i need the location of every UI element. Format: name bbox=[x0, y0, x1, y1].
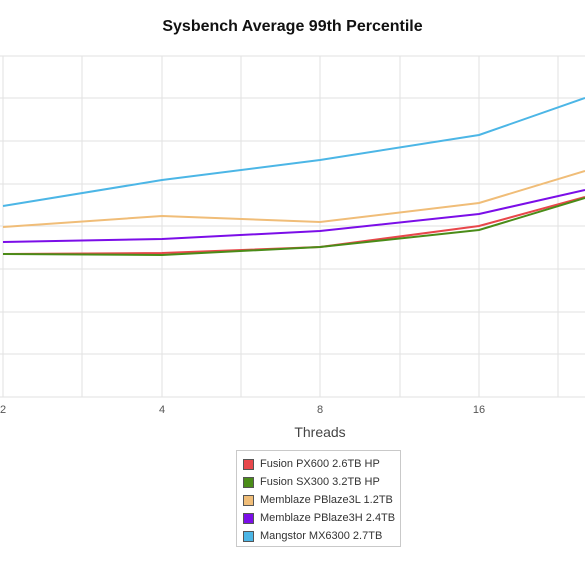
x-tick-label-16: 16 bbox=[473, 404, 485, 416]
x-tick-label-4: 4 bbox=[159, 404, 165, 416]
legend-swatch-3 bbox=[243, 512, 254, 524]
x-axis-label: Threads bbox=[294, 424, 346, 440]
series-line-3 bbox=[2, 189, 585, 243]
legend-swatch-4 bbox=[243, 530, 254, 542]
legend-item-0[interactable]: Fusion PX600 2.6TB HP bbox=[243, 455, 400, 473]
legend-label-3: Memblaze PBlaze3H 2.4TB bbox=[260, 512, 396, 524]
legend-item-1[interactable]: Fusion SX300 3.2TB HP bbox=[243, 473, 400, 491]
legend-label-4: Mangstor MX6300 2.7TB bbox=[260, 530, 383, 542]
legend-swatch-0 bbox=[243, 458, 254, 470]
chart-title: Sysbench Average 99th Percentile bbox=[162, 18, 423, 35]
series-line-4 bbox=[2, 97, 585, 207]
legend-label-1: Fusion SX300 3.2TB HP bbox=[260, 476, 380, 488]
legend-item-2[interactable]: Memblaze PBlaze3L 1.2TB bbox=[243, 491, 400, 509]
legend-label-0: Fusion PX600 2.6TB HP bbox=[260, 458, 380, 470]
x-tick-label-8: 8 bbox=[317, 404, 323, 416]
legend-item-3[interactable]: Memblaze PBlaze3H 2.4TB bbox=[243, 509, 400, 527]
legend-item-4[interactable]: Mangstor MX6300 2.7TB bbox=[243, 527, 400, 545]
legend: Fusion PX600 2.6TB HP Fusion SX300 3.2TB … bbox=[236, 450, 401, 547]
series-line-1 bbox=[2, 197, 585, 256]
series-line-2 bbox=[2, 170, 585, 228]
legend-label-2: Memblaze PBlaze3L 1.2TB bbox=[260, 494, 393, 506]
legend-swatch-1 bbox=[243, 476, 254, 488]
legend-swatch-2 bbox=[243, 494, 254, 506]
x-tick-label-2: 2 bbox=[0, 404, 6, 416]
